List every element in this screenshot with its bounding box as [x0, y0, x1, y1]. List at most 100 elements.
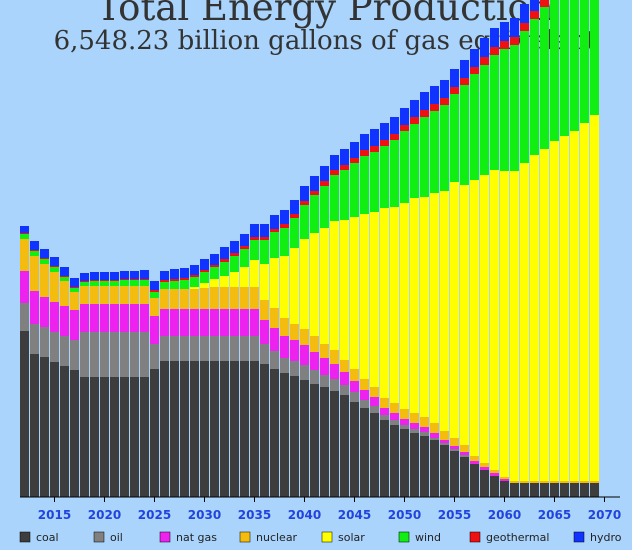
bar-segment-coal-2057 [470, 464, 479, 497]
bar-segment-coal-2029 [190, 361, 199, 497]
bar-segment-nuclear-2028 [180, 289, 189, 309]
bar-segment-wind-2067 [570, 0, 579, 131]
bar-segment-coal-2017 [70, 370, 79, 497]
bar-segment-wind-2061 [510, 45, 519, 171]
bar-segment-nuclear-2067 [570, 481, 579, 483]
legend-swatch-geothermal [469, 531, 481, 543]
bar-segment-solar-2031 [210, 279, 219, 287]
bar-segment-nat-gas-2051 [410, 423, 419, 429]
bar-segment-solar-2059 [490, 170, 499, 470]
bar-segment-hydro-2012 [20, 226, 29, 233]
bar-segment-wind-2041 [310, 195, 319, 233]
legend-label-nuclear: nuclear [256, 531, 298, 544]
bar-segment-oil-2016 [60, 336, 69, 366]
bar-segment-nat-gas-2059 [490, 473, 499, 476]
bar-segment-nat-gas-2034 [240, 309, 249, 336]
x-tick-label-2015: 2015 [38, 508, 71, 522]
bar-segment-coal-2016 [60, 366, 69, 497]
bar-segment-geothermal-2021 [110, 280, 119, 281]
bar-segment-wind-2044 [340, 170, 349, 220]
bar-segment-oil-2050 [400, 425, 409, 429]
bar-segment-coal-2055 [450, 451, 459, 497]
bar-segment-geothermal-2048 [380, 140, 389, 146]
legend-label-coal: coal [36, 531, 59, 544]
bar-segment-solar-2036 [260, 264, 269, 300]
bar-segment-hydro-2059 [490, 28, 499, 47]
bar-segment-geothermal-2029 [190, 275, 199, 277]
bar-segment-hydro-2055 [450, 69, 459, 87]
bar-segment-solar-2051 [410, 198, 419, 413]
bar-segment-wind-2016 [60, 277, 69, 281]
bar-segment-wind-2062 [520, 31, 529, 163]
bar-segment-nuclear-2062 [520, 481, 529, 483]
bar-segment-wind-2045 [350, 163, 359, 217]
bar-segment-coal-2034 [240, 361, 249, 497]
bar-segment-nuclear-2014 [40, 264, 49, 297]
bar-segment-geothermal-2058 [480, 57, 489, 65]
bar-segment-oil-2042 [320, 375, 329, 387]
bar-segment-nuclear-2063 [530, 481, 539, 483]
bar-segment-nuclear-2046 [360, 379, 369, 390]
x-tick-label-2045: 2045 [338, 508, 371, 522]
bar-segment-geothermal-2038 [280, 224, 289, 228]
bar-segment-nuclear-2016 [60, 281, 69, 306]
bar-segment-geothermal-2026 [160, 280, 169, 282]
bar-segment-nuclear-2059 [490, 470, 499, 473]
bar-segment-wind-2030 [200, 272, 209, 283]
bar-segment-nat-gas-2015 [50, 302, 59, 332]
chart-title: Total Energy Production [96, 0, 554, 29]
bar-segment-wind-2055 [450, 94, 459, 182]
bar-segment-geothermal-2049 [390, 134, 399, 140]
bar-segment-nuclear-2052 [420, 417, 429, 427]
legend-swatch-nuclear [239, 531, 251, 543]
bar-segment-solar-2033 [230, 272, 239, 287]
bar-segment-nat-gas-2056 [460, 452, 469, 455]
bar-segment-hydro-2032 [220, 247, 229, 259]
bar-segment-geothermal-2034 [240, 246, 249, 249]
bar-segment-solar-2030 [200, 283, 209, 288]
bar-segment-nuclear-2022 [120, 286, 129, 304]
bar-segment-solar-2061 [510, 171, 519, 481]
bar-segment-hydro-2053 [430, 86, 439, 104]
bar-segment-nuclear-2049 [390, 403, 399, 413]
bar-segment-coal-2049 [390, 425, 399, 497]
bar-segment-solar-2029 [190, 287, 199, 289]
bar-segment-nuclear-2039 [290, 324, 299, 340]
bar-segment-geothermal-2015 [50, 266, 59, 267]
legend-swatch-wind [398, 531, 410, 543]
bar-segment-hydro-2057 [470, 49, 479, 67]
bar-segment-nuclear-2038 [280, 318, 289, 336]
bar-segment-wind-2024 [140, 280, 149, 286]
bar-segment-geothermal-2031 [210, 265, 219, 267]
bar-segment-oil-2027 [170, 336, 179, 361]
bar-segment-oil-2024 [140, 332, 149, 377]
bar-segment-hydro-2020 [100, 272, 109, 280]
bar-segment-geothermal-2022 [120, 279, 129, 280]
bar-segment-hydro-2019 [90, 272, 99, 280]
bar-segment-geothermal-2042 [320, 181, 329, 186]
bar-segment-coal-2052 [420, 436, 429, 497]
bar-segment-nuclear-2053 [430, 423, 439, 433]
bar-segment-hydro-2056 [460, 60, 469, 78]
bar-segment-oil-2021 [110, 332, 119, 377]
bar-segment-nat-gas-2053 [430, 433, 439, 438]
bar-segment-geothermal-2055 [450, 87, 459, 94]
bar-segment-nuclear-2055 [450, 438, 459, 446]
bar-segment-nuclear-2050 [400, 409, 409, 419]
bar-segment-nuclear-2035 [250, 287, 259, 309]
bar-segment-solar-2046 [360, 214, 369, 379]
bar-segment-nuclear-2056 [460, 445, 469, 452]
bar-segment-geothermal-2025 [150, 290, 159, 292]
bar-segment-hydro-2062 [520, 4, 529, 23]
bar-segment-geothermal-2016 [60, 276, 69, 277]
bar-segment-nuclear-2045 [350, 369, 359, 381]
bar-segment-nat-gas-2021 [110, 304, 119, 332]
bar-segment-wind-2032 [220, 262, 229, 276]
bar-segment-wind-2013 [30, 251, 39, 256]
bar-segment-hydro-2026 [160, 271, 169, 280]
bar-segment-coal-2067 [570, 483, 579, 497]
bar-segment-geothermal-2013 [30, 250, 39, 251]
bar-segment-hydro-2022 [120, 271, 129, 279]
bar-segment-oil-2020 [100, 332, 109, 377]
bar-segment-coal-2050 [400, 429, 409, 497]
